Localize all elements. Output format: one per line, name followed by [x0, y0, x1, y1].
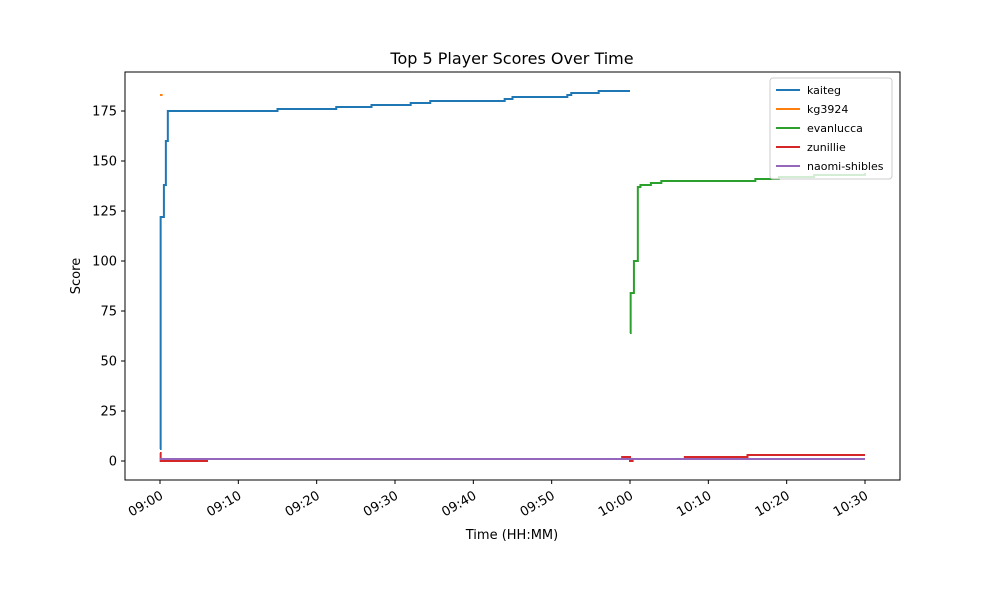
y-tick-label: 0 — [109, 455, 117, 470]
y-tick-label: 125 — [92, 205, 117, 220]
legend-label: kaiteg — [807, 84, 841, 97]
y-tick-label: 175 — [92, 105, 117, 120]
y-axis-label: Score — [69, 258, 84, 294]
y-tick-label: 75 — [100, 305, 117, 320]
chart-title: Top 5 Player Scores Over Time — [389, 49, 633, 68]
y-tick-label: 25 — [100, 405, 117, 420]
legend-label: kg3924 — [807, 103, 848, 116]
y-tick-label: 50 — [100, 355, 117, 370]
legend-label: zunillie — [807, 141, 846, 154]
legend-label: naomi-shibles — [807, 160, 884, 173]
y-tick-label: 150 — [92, 155, 117, 170]
legend-box — [769, 77, 893, 180]
legend-label: evanlucca — [807, 122, 863, 135]
series-line — [159, 90, 631, 450]
x-axis-label: Time (HH:MM) — [465, 528, 558, 543]
plot-frame — [124, 71, 901, 481]
y-tick-label: 100 — [92, 255, 117, 270]
